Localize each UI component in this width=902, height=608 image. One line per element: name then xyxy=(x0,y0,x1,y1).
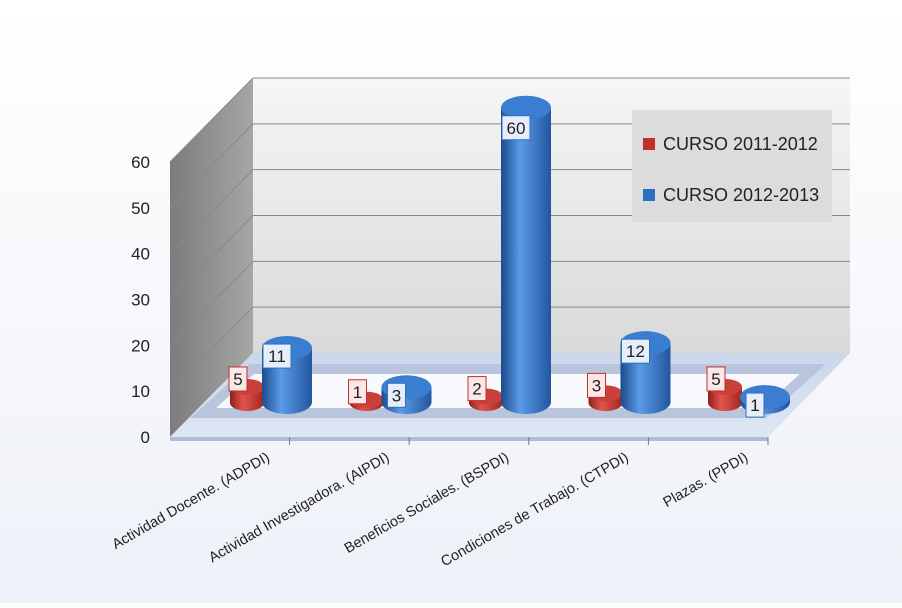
data-label-curso-2012-2013-plazas-ppdi: 1 xyxy=(745,392,765,418)
svg-text:60: 60 xyxy=(507,119,526,138)
svg-text:1: 1 xyxy=(353,383,362,402)
bar-curso-2012-2013-beneficios-sociales-bspdi-body xyxy=(501,107,551,414)
data-label-curso-2011-2012-plazas-ppdi: 5 xyxy=(706,366,726,392)
y-tick-label: 20 xyxy=(131,336,150,355)
legend-label-curso-2011-2012: CURSO 2011-2012 xyxy=(663,134,818,154)
svg-text:3: 3 xyxy=(592,376,601,395)
svg-text:3: 3 xyxy=(392,386,401,405)
y-tick-label: 60 xyxy=(131,153,150,172)
y-tick-label: 50 xyxy=(131,199,150,218)
y-tick-label: 30 xyxy=(131,291,150,310)
bar-curso-2012-2013-beneficios-sociales-bspdi xyxy=(501,95,551,414)
data-label-curso-2011-2012-actividad-investigadora-aipdi: 1 xyxy=(348,379,367,405)
svg-text:2: 2 xyxy=(472,380,481,399)
data-label-curso-2012-2013-condiciones-de-trabajo-ctpdi: 12 xyxy=(621,338,650,364)
gridline-side xyxy=(169,123,254,209)
legend-label-curso-2012-2013: CURSO 2012-2013 xyxy=(663,185,819,205)
svg-text:5: 5 xyxy=(233,370,242,389)
svg-text:12: 12 xyxy=(626,342,645,361)
legend-swatch-curso-2011-2012 xyxy=(643,138,655,150)
gridlines xyxy=(169,77,850,392)
y-axis: 0 10 20 30 40 50 60 xyxy=(131,153,150,447)
gridline-side xyxy=(169,77,254,163)
y-tick-label: 40 xyxy=(131,245,150,264)
svg-text:11: 11 xyxy=(268,347,286,366)
legend-box xyxy=(632,110,832,222)
gridline-side xyxy=(169,215,254,300)
data-label-curso-2012-2013-actividad-investigadora-aipdi: 3 xyxy=(387,382,406,408)
svg-text:5: 5 xyxy=(711,370,720,389)
data-label-curso-2011-2012-beneficios-sociales-bspdi: 2 xyxy=(467,376,487,402)
svg-text:1: 1 xyxy=(750,396,759,415)
gridline-side xyxy=(169,306,254,392)
bar-curso-2012-2013-beneficios-sociales-bspdi-cap xyxy=(501,95,551,120)
legend: CURSO 2011-2012 CURSO 2012-2013 xyxy=(632,110,832,222)
data-label-curso-2012-2013-actividad-docente-adpdi: 11 xyxy=(262,343,292,369)
y-tick-label: 0 xyxy=(141,428,150,447)
floor-front-edge xyxy=(170,437,768,441)
data-label-curso-2011-2012-condiciones-de-trabajo-ctpdi: 3 xyxy=(587,372,606,398)
y-tick-label: 10 xyxy=(131,382,150,401)
gridline-side xyxy=(169,260,254,346)
data-label-curso-2011-2012-actividad-docente-adpdi: 5 xyxy=(228,366,248,392)
gridline-side xyxy=(169,169,254,255)
data-label-curso-2012-2013-beneficios-sociales-bspdi: 60 xyxy=(501,115,531,141)
legend-swatch-curso-2012-2013 xyxy=(643,189,655,201)
